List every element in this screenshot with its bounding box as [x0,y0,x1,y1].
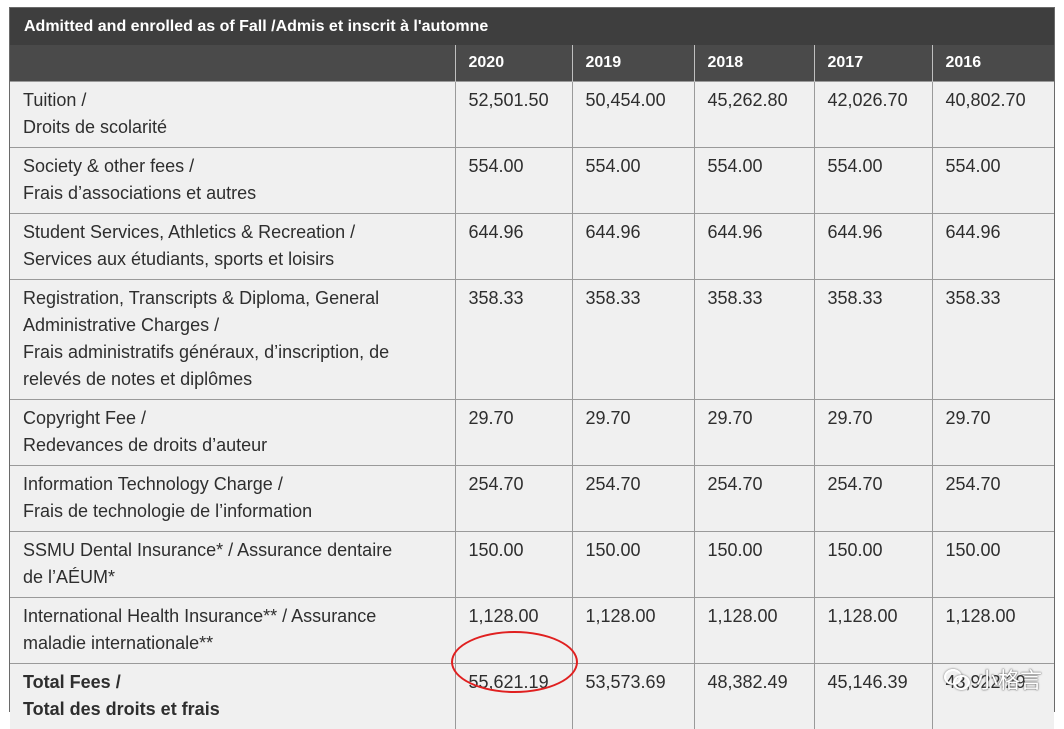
table-cell: 150.00 [694,532,814,598]
table-cell: 554.00 [932,148,1054,214]
watermark: 小格言 [944,663,1042,695]
table-cell: 29.70 [694,400,814,466]
highlight-circle [451,631,578,693]
table-cell: 42,026.70 [814,82,932,148]
table-cell: 358.33 [455,280,572,400]
row-label-line: Services aux étudiants, sports et loisir… [23,246,449,273]
row-label-line: Frais d’associations et autres [23,180,449,207]
row-label-line: Registration, Transcripts & Diploma, Gen… [23,285,449,312]
table-cell: 52,501.50 [455,82,572,148]
header-corner [10,45,455,82]
table-cell: 254.70 [694,466,814,532]
row-label-line: Droits de scolarité [23,114,449,141]
table-title: Admitted and enrolled as of Fall /Admis … [10,8,1054,45]
row-label-line: de l’AÉUM* [23,564,449,591]
row-label-line: SSMU Dental Insurance* / Assurance denta… [23,537,449,564]
row-label: Student Services, Athletics & Recreation… [10,214,455,280]
table-cell: 150.00 [455,532,572,598]
row-label-line: Society & other fees / [23,153,449,180]
row-label-line: Redevances de droits d’auteur [23,432,449,459]
table-cell: 358.33 [572,280,694,400]
total-label-line: Total Fees / [23,669,449,696]
table-row: SSMU Dental Insurance* / Assurance denta… [10,532,1054,598]
table-cell: 554.00 [572,148,694,214]
row-label-line: Information Technology Charge / [23,471,449,498]
table-cell: 29.70 [572,400,694,466]
fees-table-panel: Admitted and enrolled as of Fall /Admis … [9,7,1055,712]
table-cell: 150.00 [572,532,694,598]
total-label-line: Total des droits et frais [23,696,449,723]
row-label: Society & other fees / Frais d’associati… [10,148,455,214]
row-label: Registration, Transcripts & Diploma, Gen… [10,280,455,400]
row-label-line: relevés de notes et diplômes [23,366,449,393]
table-cell: 358.33 [814,280,932,400]
table-cell: 554.00 [694,148,814,214]
table-cell: 554.00 [814,148,932,214]
row-label: Information Technology Charge / Frais de… [10,466,455,532]
table-cell: 29.70 [455,400,572,466]
table-cell: 358.33 [694,280,814,400]
year-header: 2020 [455,45,572,82]
table-row: Society & other fees / Frais d’associati… [10,148,1054,214]
row-label: SSMU Dental Insurance* / Assurance denta… [10,532,455,598]
total-cell: 48,382.49 [694,664,814,729]
table-cell: 29.70 [814,400,932,466]
table-cell: 1,128.00 [814,598,932,664]
table-cell: 254.70 [572,466,694,532]
year-header: 2016 [932,45,1054,82]
row-label: International Health Insurance** / Assur… [10,598,455,664]
year-header: 2017 [814,45,932,82]
watermark-text: 小格言 [976,663,1042,695]
table-cell: 254.70 [814,466,932,532]
row-label-line: Copyright Fee / [23,405,449,432]
table-row: Information Technology Charge / Frais de… [10,466,1054,532]
row-label: Tuition / Droits de scolarité [10,82,455,148]
wechat-icon [944,669,970,689]
table-row: Tuition / Droits de scolarité 52,501.50 … [10,82,1054,148]
table-cell: 644.96 [932,214,1054,280]
year-header: 2018 [694,45,814,82]
table-row: Student Services, Athletics & Recreation… [10,214,1054,280]
table-row: Copyright Fee / Redevances de droits d’a… [10,400,1054,466]
table-cell: 45,262.80 [694,82,814,148]
table-cell: 358.33 [932,280,1054,400]
row-label: Copyright Fee / Redevances de droits d’a… [10,400,455,466]
total-label: Total Fees / Total des droits et frais [10,664,455,729]
table-cell: 29.70 [932,400,1054,466]
table-cell: 50,454.00 [572,82,694,148]
table-cell: 150.00 [932,532,1054,598]
table-cell: 1,128.00 [932,598,1054,664]
table-cell: 1,128.00 [694,598,814,664]
table-cell: 40,802.70 [932,82,1054,148]
table-cell: 254.70 [455,466,572,532]
table-cell: 644.96 [455,214,572,280]
table-cell: 1,128.00 [572,598,694,664]
table-row: Registration, Transcripts & Diploma, Gen… [10,280,1054,400]
year-header: 2019 [572,45,694,82]
table-cell: 554.00 [455,148,572,214]
row-label-line: Tuition / [23,87,449,114]
total-cell: 53,573.69 [572,664,694,729]
fees-table: 2020 2019 2018 2017 2016 Tuition / Droit… [10,45,1054,729]
row-label-line: Frais de technologie de l’information [23,498,449,525]
table-cell: 150.00 [814,532,932,598]
row-label-line: International Health Insurance** / Assur… [23,603,449,630]
row-label-line: Administrative Charges / [23,312,449,339]
table-cell: 254.70 [932,466,1054,532]
table-cell: 644.96 [572,214,694,280]
table-cell: 644.96 [694,214,814,280]
total-cell: 45,146.39 [814,664,932,729]
row-label-line: Student Services, Athletics & Recreation… [23,219,449,246]
row-label-line: Frais administratifs généraux, d’inscrip… [23,339,449,366]
year-header-row: 2020 2019 2018 2017 2016 [10,45,1054,82]
table-cell: 644.96 [814,214,932,280]
row-label-line: maladie internationale** [23,630,449,657]
